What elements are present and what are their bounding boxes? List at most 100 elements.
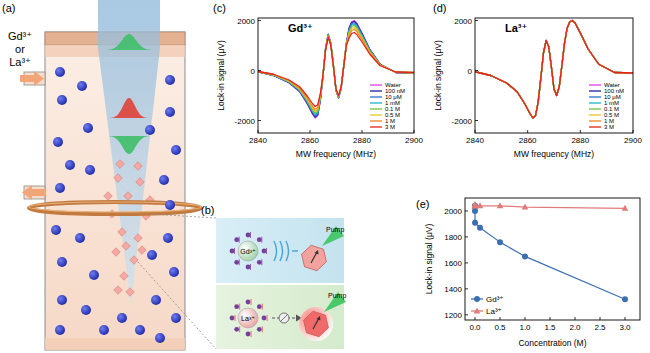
electron-spin (239, 259, 240, 265)
coil (29, 202, 201, 214)
outlet-arrow (22, 185, 46, 200)
ion-ball (147, 250, 157, 260)
nanodiamond (120, 272, 128, 280)
electron (246, 300, 251, 305)
x-tick-label: 2.0 (569, 323, 581, 332)
x-tick-label: 1.5 (544, 323, 556, 332)
series-line (475, 21, 633, 119)
legend: Gd³⁺ La³⁺ (471, 295, 504, 316)
plot-frame (258, 18, 414, 133)
y-axis-title: Lock-in signal (μV) (433, 40, 443, 111)
legend: Water100 nM10 μM1 mM0.1 M0.5 M1 M3 M (370, 82, 405, 130)
plot-data (258, 21, 414, 119)
legend-swatch (370, 108, 382, 109)
legend-swatch (589, 102, 601, 103)
series-line (258, 30, 414, 110)
y-tick (465, 288, 468, 289)
ion-ball (163, 233, 173, 243)
x-tick (414, 130, 415, 133)
y-tick (258, 20, 261, 21)
spin-arrow-head (315, 250, 319, 255)
ion-ball (57, 95, 67, 105)
electron-spin (250, 264, 251, 270)
x-tick (362, 130, 363, 133)
x-tick-label: 2880 (571, 136, 589, 145)
legend-label: La³⁺ (486, 307, 502, 316)
y-tick-label: 0 (251, 67, 256, 76)
ion-ball (151, 295, 161, 305)
ion-ball (165, 75, 175, 85)
y-tick (475, 20, 478, 21)
series-line (258, 28, 414, 112)
x-tick-label: 2880 (353, 136, 371, 145)
legend-swatch (589, 108, 601, 109)
pump-label: Pump (326, 226, 344, 234)
gaussian-green (107, 136, 151, 154)
series-line (258, 21, 414, 119)
legend-swatch (589, 114, 601, 115)
electron (234, 304, 239, 309)
ion-ball (169, 267, 179, 277)
electron-spin (262, 304, 263, 310)
electron (246, 265, 251, 270)
nanodiamond (130, 256, 138, 264)
nanodiamond-crystal (302, 245, 327, 270)
nanodiamond (114, 286, 122, 294)
ion-ball (171, 313, 181, 323)
legend-swatch (589, 120, 601, 121)
data-point (522, 253, 528, 259)
legend-swatch (589, 84, 601, 85)
data-point (497, 239, 503, 245)
series-line (475, 21, 633, 119)
series-line (258, 22, 414, 118)
x-tick (633, 130, 634, 133)
coil-highlight (29, 202, 201, 212)
x-tick (527, 130, 528, 133)
electron (234, 327, 239, 332)
figure: Gd³⁺orLa³⁺Gd³⁺PumpLa³⁺Pump(a)(b)(c)(d)(e… (0, 0, 650, 353)
legend-label: Gd³⁺ (486, 295, 504, 304)
x-tick (475, 130, 476, 133)
electron-spin (251, 299, 252, 305)
ion-ball (171, 145, 181, 155)
y-axis-title: Lock-in signal (μV) (216, 40, 226, 111)
ion-ball (55, 325, 65, 335)
inlet-arrow (20, 71, 44, 86)
nanodiamond (122, 242, 130, 250)
pump-label: Pump (328, 292, 346, 300)
ion-label: La³⁺ (241, 315, 255, 322)
y-tick (258, 70, 261, 71)
electron (257, 304, 262, 309)
ion-label: Gd³⁺ (240, 248, 256, 255)
interaction-wave (274, 241, 277, 261)
ion-ball (65, 160, 75, 170)
y-tick (475, 70, 478, 71)
electron (246, 332, 251, 337)
ion-ball (75, 233, 85, 243)
legend-marker (474, 307, 481, 313)
series-line (475, 21, 633, 119)
series-line (475, 21, 633, 119)
x-tick-label: 1.0 (519, 323, 531, 332)
x-tick (575, 317, 576, 320)
interaction-wave (280, 241, 283, 261)
nanodiamond (134, 162, 142, 170)
x-tick-label: 2860 (301, 136, 319, 145)
x-tick-label: 2840 (249, 136, 267, 145)
gaussian-green (105, 34, 153, 50)
panel-b-bottom (216, 285, 344, 349)
ion-ball (165, 200, 175, 210)
nanodiamond (134, 234, 142, 242)
x-tick-label: 0.0 (469, 323, 481, 332)
legend-swatch (370, 96, 382, 97)
gaussian-red (109, 98, 149, 118)
ion-ball (135, 325, 145, 335)
data-point (522, 203, 529, 209)
x-tick-label: 2.5 (594, 323, 606, 332)
nanodiamond (124, 192, 132, 200)
y-tick (465, 314, 468, 315)
plot-data (475, 21, 633, 119)
ion-ball (55, 183, 65, 193)
electron (230, 316, 235, 321)
ion (238, 241, 258, 261)
